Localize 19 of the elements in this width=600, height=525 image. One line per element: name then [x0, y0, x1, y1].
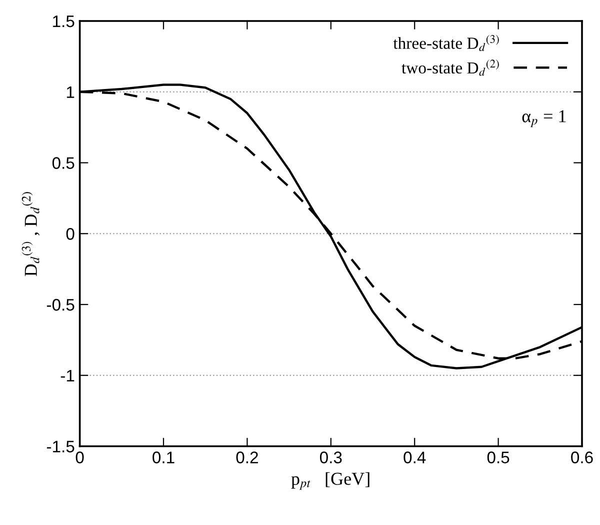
x-tick-label: 0.3 — [320, 452, 342, 464]
y-axis-title: D$_{d}$$^{(3)}$ , D$_{d}$$^{(2)}$ — [22, 192, 40, 276]
annotation: α$_{p}$ = 1 — [522, 110, 566, 128]
x-tick-label: 0.6 — [571, 452, 593, 464]
y-tick-label: -1 — [60, 370, 74, 382]
legend-label: two-state D$_{d}$$^{(2)}$ — [402, 60, 499, 76]
y-tick-label: 1.5 — [53, 16, 74, 28]
y-tick-label: -1.5 — [46, 440, 74, 452]
y-tick-label: 1 — [66, 86, 74, 98]
y-tick-label: 0 — [66, 228, 74, 240]
x-tick-label: 0.4 — [404, 452, 426, 464]
text: p$_{pt}$ [GeV] — [291, 472, 370, 490]
y-tick-label: -0.5 — [46, 298, 74, 311]
x-tick-label: 0.5 — [487, 452, 510, 464]
x-tick-label: 0.2 — [236, 452, 258, 464]
x-tick-label: 0 — [76, 452, 84, 464]
x-tick-label: 0.1 — [152, 452, 174, 464]
legend-label: three-state D$_{d}$$^{(3)}$ — [393, 34, 499, 52]
y-tick-label: 0.5 — [52, 157, 74, 169]
